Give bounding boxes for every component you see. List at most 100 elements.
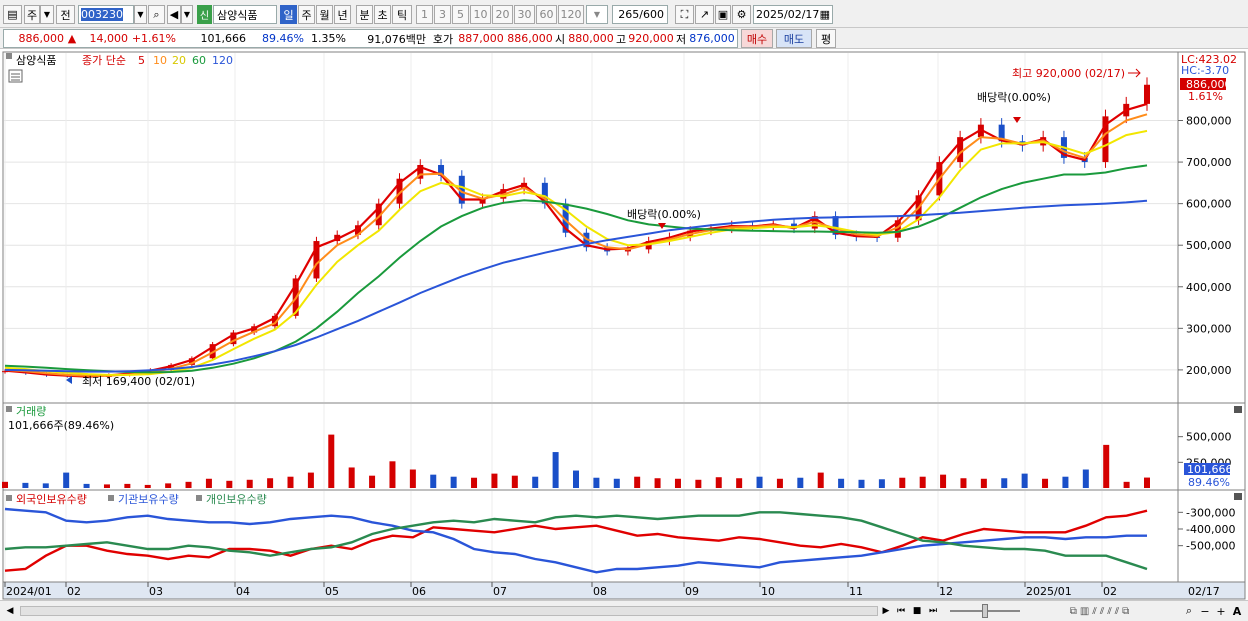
auto-scale-icon[interactable]: A [1232, 604, 1242, 618]
interval-dropdown-icon[interactable]: ▼ [586, 5, 608, 24]
volume-bar [899, 477, 906, 488]
volume-bar [695, 479, 702, 488]
holding-tick-label: -300,000 [1186, 506, 1235, 519]
volume-bar [919, 476, 926, 488]
volume-bar [124, 483, 131, 488]
speaker-dropdown-icon[interactable]: ▼ [181, 5, 193, 24]
code-dropdown-icon[interactable]: ▼ [134, 5, 147, 24]
interval-10-button[interactable]: 10 [470, 5, 491, 24]
hc-label: HC:-3.70 [1181, 64, 1229, 77]
save-icon[interactable]: ▣ [715, 5, 731, 24]
panel-handle-icon[interactable] [196, 495, 202, 501]
stock-code-input[interactable]: 003230 [78, 5, 134, 24]
volume-bar [1001, 478, 1008, 488]
table-icon[interactable] [8, 69, 23, 83]
candle-body [313, 241, 320, 279]
scroll-left-icon[interactable]: ◀ [6, 606, 14, 616]
date-tick-label: 02 [1103, 585, 1117, 598]
market-select[interactable]: 주 [24, 5, 40, 24]
maximize-icon[interactable] [1234, 406, 1242, 413]
quote-box [3, 29, 738, 48]
speaker-icon[interactable]: ◀ [167, 5, 181, 24]
scroll-right-icon[interactable]: ▶ [882, 606, 890, 616]
buy-label: 매수 [746, 32, 768, 46]
chart-tools-icon[interactable]: ⛶ [675, 5, 694, 24]
interval-label: 3 [439, 8, 446, 21]
period-tick-button[interactable]: 틱 [392, 5, 412, 24]
zoom-out-icon[interactable]: − [1200, 604, 1210, 618]
period-second-button[interactable]: 초 [374, 5, 391, 24]
bid-price: 886,000 [507, 32, 553, 45]
chart-area[interactable]: 200,000 300,000 400,000 500,000 600,000 700,0… [0, 49, 1248, 621]
volume-bars [2, 434, 1150, 488]
volume-bar [1144, 477, 1150, 488]
draw-tools-icon[interactable]: ↗ [695, 5, 714, 24]
search-icon[interactable]: ⌕ [148, 5, 165, 24]
volume-bar [471, 477, 478, 488]
legend-ma120: 120 [212, 54, 233, 67]
candle-body [562, 203, 569, 233]
volume-bar [369, 475, 376, 488]
date-field[interactable]: 2025/02/17 ▦ [753, 5, 833, 24]
avg-button[interactable]: 평 [816, 29, 836, 48]
scroll-track[interactable] [20, 606, 878, 616]
interval-5-button[interactable]: 5 [452, 5, 469, 24]
candle-body [188, 358, 195, 365]
zoom-slider-handle[interactable] [982, 604, 988, 618]
buy-button[interactable]: 매수 [741, 29, 773, 48]
period-month-button[interactable]: 월 [316, 5, 333, 24]
chart-type-icons[interactable]: ⧉▥⫽⫽⫽⫽⧉ [1069, 605, 1133, 617]
volume: 101,666 [200, 32, 247, 45]
panel-handle-icon[interactable] [6, 406, 12, 412]
volume-bar [2, 481, 8, 488]
volume-bar [940, 474, 947, 488]
interval-label: 10 [473, 8, 488, 21]
window-menu-icon[interactable]: ▤ [3, 5, 22, 24]
zoom-search-icon[interactable]: ⌕ [1185, 604, 1193, 617]
period-day-button[interactable]: 일 [280, 5, 297, 24]
prev-button[interactable]: 전 [56, 5, 75, 24]
volume-bar [736, 478, 743, 488]
turnover-ratio: 1.35% [311, 32, 346, 45]
gear-icon[interactable]: ⚙ [732, 5, 751, 24]
volume-bar [287, 476, 294, 488]
zoom-in-icon[interactable]: + [1216, 604, 1226, 618]
panel-handle-icon[interactable] [6, 53, 12, 59]
candle-body [541, 182, 548, 204]
panel-handle-icon[interactable] [6, 495, 12, 501]
sell-button[interactable]: 매도 [776, 29, 812, 48]
period-label: 틱 [396, 8, 408, 22]
date-tick-label: 10 [761, 585, 775, 598]
period-week-button[interactable]: 주 [298, 5, 315, 24]
stop-icon[interactable]: ■ [912, 606, 922, 616]
maximize-icon[interactable] [1234, 493, 1242, 500]
date-tick-label: 02 [67, 585, 81, 598]
interval-3-button[interactable]: 3 [434, 5, 451, 24]
calendar-icon[interactable]: ▦ [819, 8, 830, 21]
toolbar: ▤ 주 ▼ 전 003230 ▼ ⌕ ◀ ▼ 신 삼양식품 일 주 월 년 분 … [0, 0, 1248, 28]
volume-bar [552, 452, 559, 488]
period-minute-button[interactable]: 분 [356, 5, 373, 24]
period-label: 분 [359, 8, 370, 22]
volume-bar [593, 477, 600, 488]
ma-60-line [4, 164, 1148, 374]
interval-120-button[interactable]: 120 [558, 5, 584, 24]
rewind-icon[interactable]: ⏮ [896, 606, 906, 616]
open-price: 880,000 [568, 32, 614, 45]
legend-individual: 개인보유수량 [206, 493, 267, 506]
volume-title: 거래량 [16, 405, 46, 418]
interval-20-button[interactable]: 20 [492, 5, 513, 24]
data-count-field[interactable]: 265/600 [612, 5, 668, 24]
panel-handle-icon[interactable] [108, 495, 114, 501]
last-price-text: 886,000 [1186, 78, 1232, 91]
forward-icon[interactable]: ⏭ [928, 606, 938, 616]
interval-60-button[interactable]: 60 [536, 5, 557, 24]
volume-bar [511, 475, 518, 488]
interval-1-button[interactable]: 1 [416, 5, 433, 24]
up-arrow-icon: ▲ [67, 32, 77, 45]
legend-ma5: 5 [138, 54, 145, 67]
period-year-button[interactable]: 년 [334, 5, 351, 24]
market-dropdown-icon[interactable]: ▼ [40, 5, 54, 24]
interval-label: 120 [560, 8, 582, 21]
interval-30-button[interactable]: 30 [514, 5, 535, 24]
